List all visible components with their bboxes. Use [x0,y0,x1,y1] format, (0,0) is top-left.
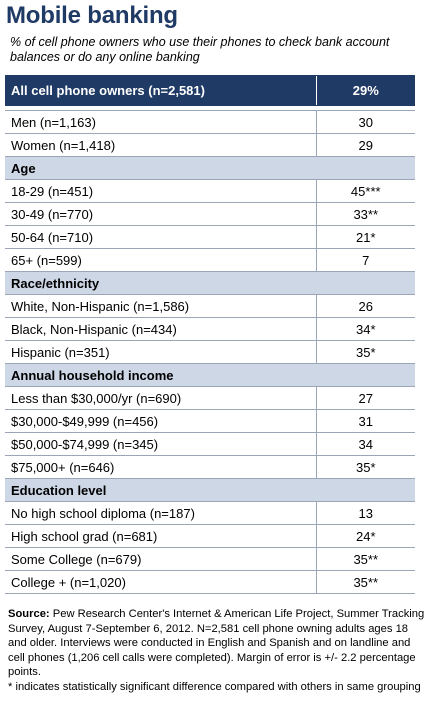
row-label: $30,000-$49,999 (n=456) [5,409,316,433]
row-label: $75,000+ (n=646) [5,455,316,479]
row-value: 34 [315,432,415,456]
row-label: 30-49 (n=770) [5,202,316,226]
row-label: White, Non-Hispanic (n=1,586) [5,294,316,318]
row-label: 18-29 (n=451) [5,179,316,203]
section-header-blank [316,478,415,502]
section-header-row: Annual household income [5,363,415,387]
footer-notes: Source: Pew Research Center's Internet &… [8,607,428,695]
section-header-row: Race/ethnicity [5,271,415,295]
table-row: Men (n=1,163) 30 [5,110,415,134]
section-header-blank [316,271,415,295]
section-header-row: Education level [5,478,415,502]
table-body: All cell phone owners (n=2,581) 29% Men … [5,75,415,594]
table-row: 30-49 (n=770) 33** [5,202,415,226]
row-label: Some College (n=679) [5,547,316,571]
row-value: 26 [315,294,415,318]
row-label: 65+ (n=599) [5,248,316,272]
table-row: $75,000+ (n=646) 35* [5,455,415,479]
row-value: 45*** [315,179,415,203]
table-row: $30,000-$49,999 (n=456) 31 [5,409,415,433]
table-row: Black, Non-Hispanic (n=434) 34* [5,317,415,341]
row-value: 35** [315,570,415,594]
section-header: Education level [5,478,316,502]
table-row: Less than $30,000/yr (n=690) 27 [5,386,415,410]
row-value: 35* [315,455,415,479]
row-value: 7 [315,248,415,272]
row-label: Women (n=1,418) [5,133,316,157]
table-row: Women (n=1,418) 29 [5,133,415,157]
row-value: 21* [315,225,415,249]
table-row: 18-29 (n=451) 45*** [5,179,415,203]
table-row: High school grad (n=681) 24* [5,524,415,548]
chart-title: Mobile banking [6,2,178,29]
row-label: $50,000-$74,999 (n=345) [5,432,316,456]
row-value: 30 [315,110,415,134]
row-label: No high school diploma (n=187) [5,501,316,525]
significance-note: * indicates statistically significant di… [8,680,421,693]
section-header: Annual household income [5,363,316,387]
row-value: 29 [315,133,415,157]
section-header: Age [5,156,316,180]
row-label: College + (n=1,020) [5,570,316,594]
table-row: No high school diploma (n=187) 13 [5,501,415,525]
section-header-blank [316,363,415,387]
table-row: Some College (n=679) 35** [5,547,415,571]
data-table: All cell phone owners (n=2,581) 29% Men … [5,75,415,594]
table-row: 65+ (n=599) 7 [5,248,415,272]
table-row: $50,000-$74,999 (n=345) 34 [5,432,415,456]
section-header-blank [316,156,415,180]
row-label: Black, Non-Hispanic (n=434) [5,317,316,341]
total-value: 29% [315,75,415,106]
source-text: Pew Research Center's Internet & America… [8,608,425,679]
row-value: 24* [315,524,415,548]
table-row: White, Non-Hispanic (n=1,586) 26 [5,294,415,318]
section-header-row: Age [5,156,415,180]
total-row: All cell phone owners (n=2,581) 29% [5,75,415,106]
table-row: College + (n=1,020) 35** [5,570,415,594]
row-label: 50-64 (n=710) [5,225,316,249]
section-header: Race/ethnicity [5,271,316,295]
total-label: All cell phone owners (n=2,581) [5,75,316,106]
row-value: 34* [315,317,415,341]
row-label: Men (n=1,163) [5,110,316,134]
table-row: 50-64 (n=710) 21* [5,225,415,249]
row-label: High school grad (n=681) [5,524,316,548]
row-value: 33** [315,202,415,226]
row-value: 35** [315,547,415,571]
row-label: Less than $30,000/yr (n=690) [5,386,316,410]
source-note: Source: Pew Research Center's Internet &… [8,607,428,680]
spacer-row [5,105,415,111]
row-label: Hispanic (n=351) [5,340,316,364]
table-row: Hispanic (n=351) 35* [5,340,415,364]
row-value: 27 [315,386,415,410]
chart-subtitle: % of cell phone owners who use their pho… [10,35,390,64]
row-value: 31 [315,409,415,433]
row-value: 13 [315,501,415,525]
source-label: Source: [8,608,50,620]
row-value: 35* [315,340,415,364]
